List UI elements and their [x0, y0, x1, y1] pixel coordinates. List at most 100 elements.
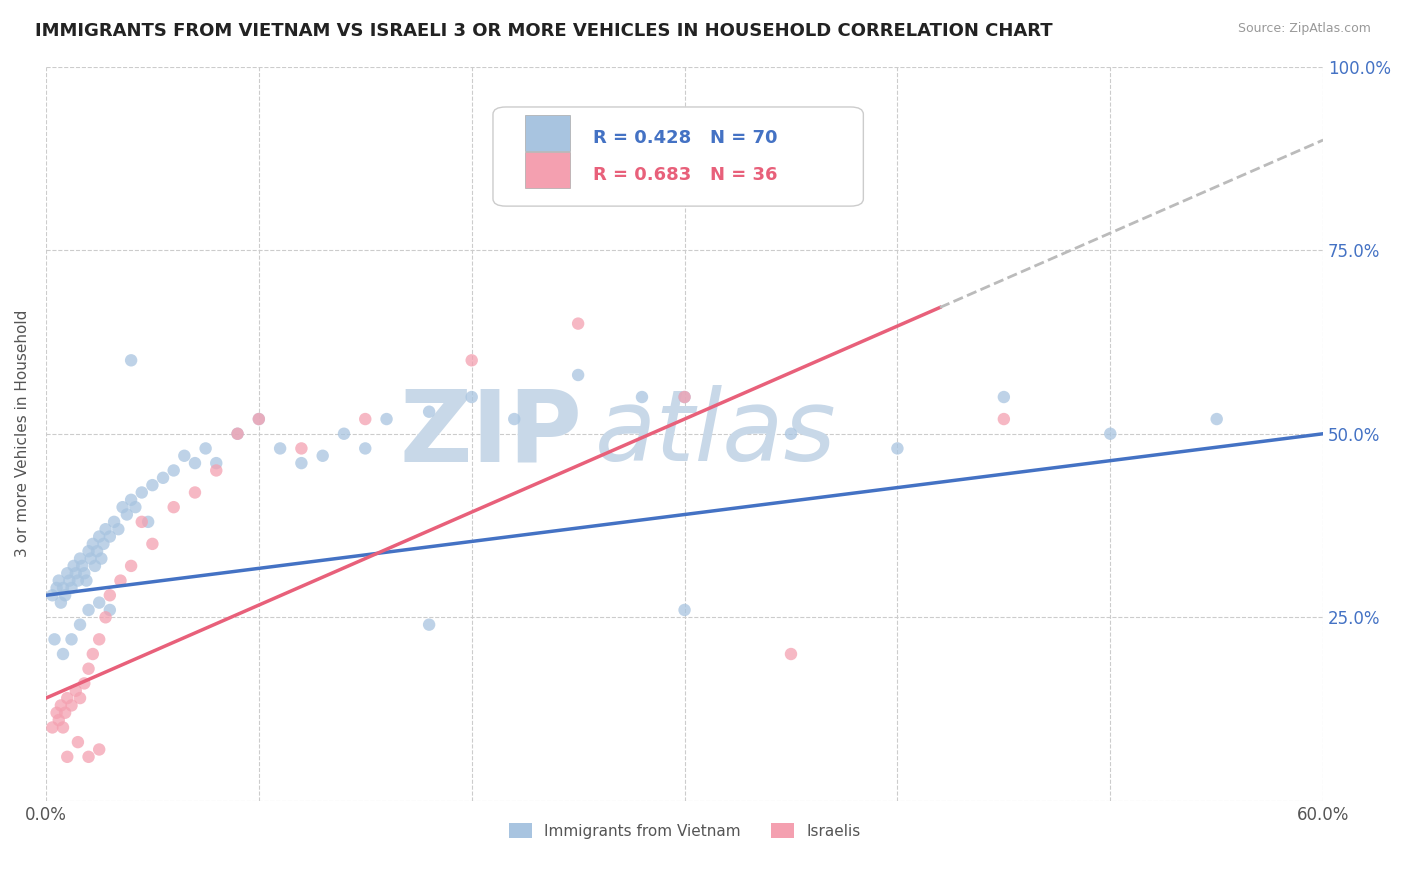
Point: [73, 676, 96, 690]
Point: [354, 412, 377, 426]
Point: [567, 317, 589, 331]
Point: [77, 544, 100, 558]
Point: [70, 558, 93, 573]
Point: [49, 596, 72, 610]
Text: R = 0.683   N = 36: R = 0.683 N = 36: [592, 166, 778, 184]
Point: [107, 522, 129, 536]
Point: [110, 574, 132, 588]
Point: [673, 390, 696, 404]
Text: IMMIGRANTS FROM VIETNAM VS ISRAELI 3 OR MORE VEHICLES IN HOUSEHOLD CORRELATION C: IMMIGRANTS FROM VIETNAM VS ISRAELI 3 OR …: [35, 22, 1053, 40]
Point: [673, 603, 696, 617]
Point: [673, 390, 696, 404]
Point: [82, 537, 104, 551]
Point: [69, 617, 91, 632]
Point: [60, 632, 83, 647]
Point: [1099, 426, 1122, 441]
Point: [141, 537, 163, 551]
Point: [41, 721, 63, 735]
Point: [460, 353, 482, 368]
Point: [98, 588, 121, 602]
Point: [152, 471, 174, 485]
Point: [62, 558, 84, 573]
Point: [41, 588, 63, 602]
FancyBboxPatch shape: [524, 115, 569, 151]
Point: [131, 515, 153, 529]
Point: [163, 500, 186, 515]
Point: [69, 551, 91, 566]
Point: [56, 749, 79, 764]
Point: [103, 515, 125, 529]
Point: [82, 647, 104, 661]
Point: [375, 412, 398, 426]
Y-axis label: 3 or more Vehicles in Household: 3 or more Vehicles in Household: [15, 310, 30, 558]
Point: [89, 596, 111, 610]
Point: [290, 442, 312, 456]
Point: [79, 551, 101, 566]
Point: [460, 390, 482, 404]
Point: [89, 742, 111, 756]
Point: [98, 530, 121, 544]
Point: [290, 456, 312, 470]
Point: [312, 449, 335, 463]
Point: [163, 463, 186, 477]
Point: [65, 683, 87, 698]
Point: [886, 442, 908, 456]
Point: [631, 390, 654, 404]
Text: Source: ZipAtlas.com: Source: ZipAtlas.com: [1237, 22, 1371, 36]
Point: [53, 706, 76, 720]
Point: [66, 574, 89, 588]
FancyBboxPatch shape: [494, 107, 863, 206]
Point: [780, 426, 803, 441]
Point: [111, 500, 134, 515]
Point: [93, 537, 115, 551]
Point: [84, 558, 107, 573]
Point: [98, 603, 121, 617]
Point: [131, 485, 153, 500]
Text: R = 0.428   N = 70: R = 0.428 N = 70: [592, 128, 778, 147]
Point: [77, 662, 100, 676]
Point: [194, 442, 217, 456]
Point: [269, 442, 291, 456]
Point: [52, 581, 75, 595]
Point: [52, 647, 75, 661]
Point: [780, 647, 803, 661]
Point: [53, 588, 76, 602]
Point: [247, 412, 270, 426]
Text: ZIP: ZIP: [399, 385, 582, 483]
Point: [77, 749, 100, 764]
Point: [75, 574, 97, 588]
Point: [418, 405, 440, 419]
Point: [115, 508, 138, 522]
Point: [89, 530, 111, 544]
FancyBboxPatch shape: [524, 152, 569, 187]
Point: [124, 500, 146, 515]
Point: [69, 691, 91, 706]
Point: [89, 632, 111, 647]
Point: [94, 522, 117, 536]
Point: [58, 574, 80, 588]
Point: [173, 449, 195, 463]
Point: [567, 368, 589, 382]
Point: [120, 558, 142, 573]
Point: [226, 426, 249, 441]
Point: [77, 603, 100, 617]
Point: [49, 698, 72, 713]
Legend: Immigrants from Vietnam, Israelis: Immigrants from Vietnam, Israelis: [502, 816, 866, 845]
Point: [56, 566, 79, 581]
Point: [45, 581, 67, 595]
Point: [141, 478, 163, 492]
Point: [120, 492, 142, 507]
Point: [503, 412, 526, 426]
Point: [1205, 412, 1227, 426]
Point: [73, 566, 96, 581]
Point: [48, 713, 70, 727]
Point: [44, 632, 66, 647]
Point: [90, 551, 112, 566]
Point: [354, 442, 377, 456]
Point: [48, 574, 70, 588]
Point: [205, 456, 228, 470]
Point: [136, 515, 159, 529]
Point: [66, 735, 89, 749]
Point: [120, 353, 142, 368]
Point: [56, 691, 79, 706]
